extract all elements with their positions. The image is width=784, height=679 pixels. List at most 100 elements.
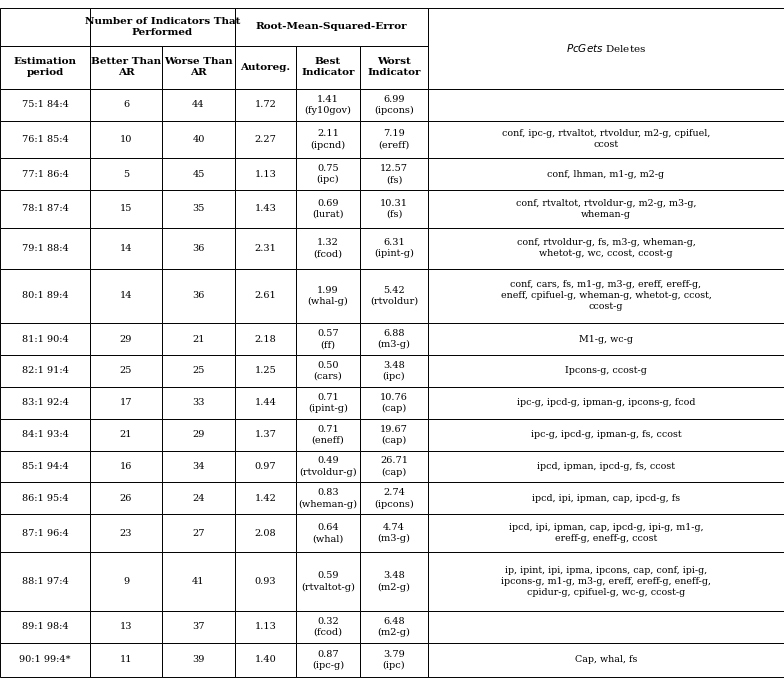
Bar [360,419,428,451]
Bar [235,89,296,121]
Bar [235,611,296,643]
Bar [296,611,360,643]
Text: 10.31
(fs): 10.31 (fs) [380,199,408,219]
Text: 1.25: 1.25 [255,367,277,375]
Bar [162,483,235,514]
Text: 26.71
(cap): 26.71 (cap) [380,456,408,477]
Bar [235,190,296,227]
Text: 0.50
(cars): 0.50 (cars) [314,361,343,381]
Bar [0,158,90,190]
Text: ip, ipint, ipi, ipma, ipcons, cap, conf, ipi-g,
ipcons-g, m1-g, m3-g, ereff, ere: ip, ipint, ipi, ipma, ipcons, cap, conf,… [501,566,711,597]
Bar [0,227,90,269]
Text: Worse Than
AR: Worse Than AR [164,57,233,77]
Text: 84:1 93:4: 84:1 93:4 [22,430,68,439]
Text: 10: 10 [120,135,132,144]
Bar [296,89,360,121]
Bar [235,227,296,269]
Bar [162,269,235,323]
Text: 0.64
(whal): 0.64 (whal) [312,523,343,543]
Bar [90,269,162,323]
Bar [90,611,162,643]
Text: $\mathit{PcGets}$ Deletes: $\mathit{PcGets}$ Deletes [566,42,646,54]
Text: 21: 21 [192,335,205,344]
Text: 36: 36 [192,291,205,300]
Bar [0,8,90,45]
Text: conf, rtvaltot, rtvoldur-g, m2-g, m3-g,
wheman-g: conf, rtvaltot, rtvoldur-g, m2-g, m3-g, … [516,199,696,219]
Text: 2.11
(ipcnd): 2.11 (ipcnd) [310,129,346,149]
Text: ipcd, ipi, ipman, cap, ipcd-g, ipi-g, m1-g,
ereff-g, eneff-g, ccost: ipcd, ipi, ipman, cap, ipcd-g, ipi-g, m1… [509,523,703,543]
Text: 45: 45 [192,170,205,179]
Bar [296,552,360,611]
Bar [90,190,162,227]
Text: 0.57
(ff): 0.57 (ff) [318,329,339,349]
Bar [0,552,90,611]
Text: 1.13: 1.13 [255,170,277,179]
Text: 81:1 90:4: 81:1 90:4 [22,335,68,344]
Text: 0.93: 0.93 [255,577,276,586]
Bar [428,227,784,269]
Text: 6.48
(m2-g): 6.48 (m2-g) [378,617,411,637]
Text: conf, ipc-g, rtvaltot, rtvoldur, m2-g, cpifuel,
ccost: conf, ipc-g, rtvaltot, rtvoldur, m2-g, c… [502,130,710,149]
Bar [296,269,360,323]
Bar [296,387,360,419]
Text: 80:1 89:4: 80:1 89:4 [22,291,68,300]
Text: ipc-g, ipcd-g, ipman-g, fs, ccost: ipc-g, ipcd-g, ipman-g, fs, ccost [531,430,681,439]
Bar [296,355,360,387]
Text: 6.31
(ipint-g): 6.31 (ipint-g) [374,238,414,258]
Bar [296,514,360,552]
Text: 76:1 85:4: 76:1 85:4 [22,135,68,144]
Text: 90:1 99:4*: 90:1 99:4* [20,655,71,665]
Text: 0.32
(fcod): 0.32 (fcod) [314,617,343,637]
Bar [296,483,360,514]
Bar [428,323,784,355]
Text: 75:1 84:4: 75:1 84:4 [22,100,68,109]
Text: Estimation
period: Estimation period [13,57,77,77]
Bar [0,451,90,483]
Text: 1.43: 1.43 [255,204,277,213]
Text: 44: 44 [192,100,205,109]
Text: 2.18: 2.18 [255,335,277,344]
Text: 25: 25 [120,367,132,375]
Bar [0,89,90,121]
Text: ipc-g, ipcd-g, ipman-g, ipcons-g, fcod: ipc-g, ipcd-g, ipman-g, ipcons-g, fcod [517,399,695,407]
Bar [90,8,235,45]
Text: 5.42
(rtvoldur): 5.42 (rtvoldur) [370,286,418,306]
Bar [235,451,296,483]
Bar [360,552,428,611]
Text: 27: 27 [192,528,205,538]
Bar [428,158,784,190]
Bar [235,355,296,387]
Text: 29: 29 [192,430,205,439]
Text: 21: 21 [120,430,132,439]
Bar [235,158,296,190]
Bar [360,643,428,677]
Text: 78:1 87:4: 78:1 87:4 [22,204,68,213]
Text: 1.37: 1.37 [255,430,277,439]
Text: Worst
Indicator: Worst Indicator [367,57,421,77]
Bar [0,611,90,643]
Bar [360,355,428,387]
Bar [90,643,162,677]
Bar [90,514,162,552]
Bar [0,269,90,323]
Text: 82:1 91:4: 82:1 91:4 [22,367,68,375]
Bar [360,227,428,269]
Bar [428,419,784,451]
Text: 3.48
(ipc): 3.48 (ipc) [383,361,405,381]
Text: 19.67
(cap): 19.67 (cap) [380,424,408,445]
Text: 0.71
(eneff): 0.71 (eneff) [311,424,344,445]
Text: 13: 13 [120,623,132,631]
Bar [428,8,784,89]
Bar [235,483,296,514]
Bar [360,269,428,323]
Text: 36: 36 [192,244,205,253]
Bar [296,158,360,190]
Bar [428,190,784,227]
Bar [162,227,235,269]
Bar [0,323,90,355]
Bar [428,643,784,677]
Bar [90,323,162,355]
Text: 86:1 95:4: 86:1 95:4 [22,494,68,503]
Text: 2.61: 2.61 [255,291,277,300]
Text: Better Than
AR: Better Than AR [91,57,161,77]
